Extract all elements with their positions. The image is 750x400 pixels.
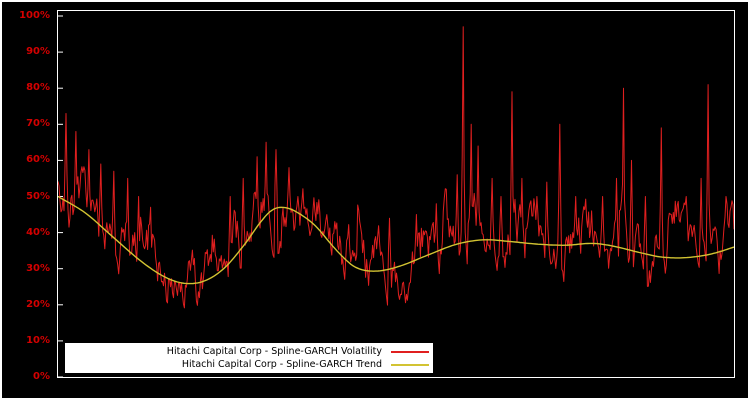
legend-label-volatility: Hitachi Capital Corp - Spline-GARCH Vola…: [166, 346, 382, 357]
volatility-series-line: [58, 26, 734, 309]
y-tick-label: 60%: [26, 154, 50, 166]
legend-line-sample-trend: [391, 363, 429, 366]
y-tick-label: 70%: [26, 118, 50, 130]
y-tick-label: 90%: [26, 46, 50, 58]
legend-label-trend: Hitachi Capital Corp - Spline-GARCH Tren…: [181, 359, 382, 370]
y-tick-label: 100%: [19, 10, 50, 21]
trend-series-line: [58, 195, 734, 285]
y-tick-label: 40%: [26, 226, 50, 238]
y-tick-label: 10%: [26, 334, 50, 346]
y-tick-label: 50%: [26, 190, 50, 202]
y-tick-label: 30%: [26, 262, 50, 274]
y-tick-label: 80%: [26, 82, 50, 94]
y-tick-label: 0%: [33, 371, 50, 382]
plot-area: Hitachi Capital Corp - Spline-GARCH Vola…: [57, 10, 735, 378]
legend: Hitachi Capital Corp - Spline-GARCH Vola…: [65, 343, 433, 373]
legend-line-sample-volatility: [391, 350, 429, 353]
legend-item-trend: Hitachi Capital Corp - Spline-GARCH Tren…: [69, 358, 429, 371]
legend-item-volatility: Hitachi Capital Corp - Spline-GARCH Vola…: [69, 345, 429, 358]
y-tick-label: 20%: [26, 298, 50, 310]
chart-canvas: [58, 15, 734, 377]
